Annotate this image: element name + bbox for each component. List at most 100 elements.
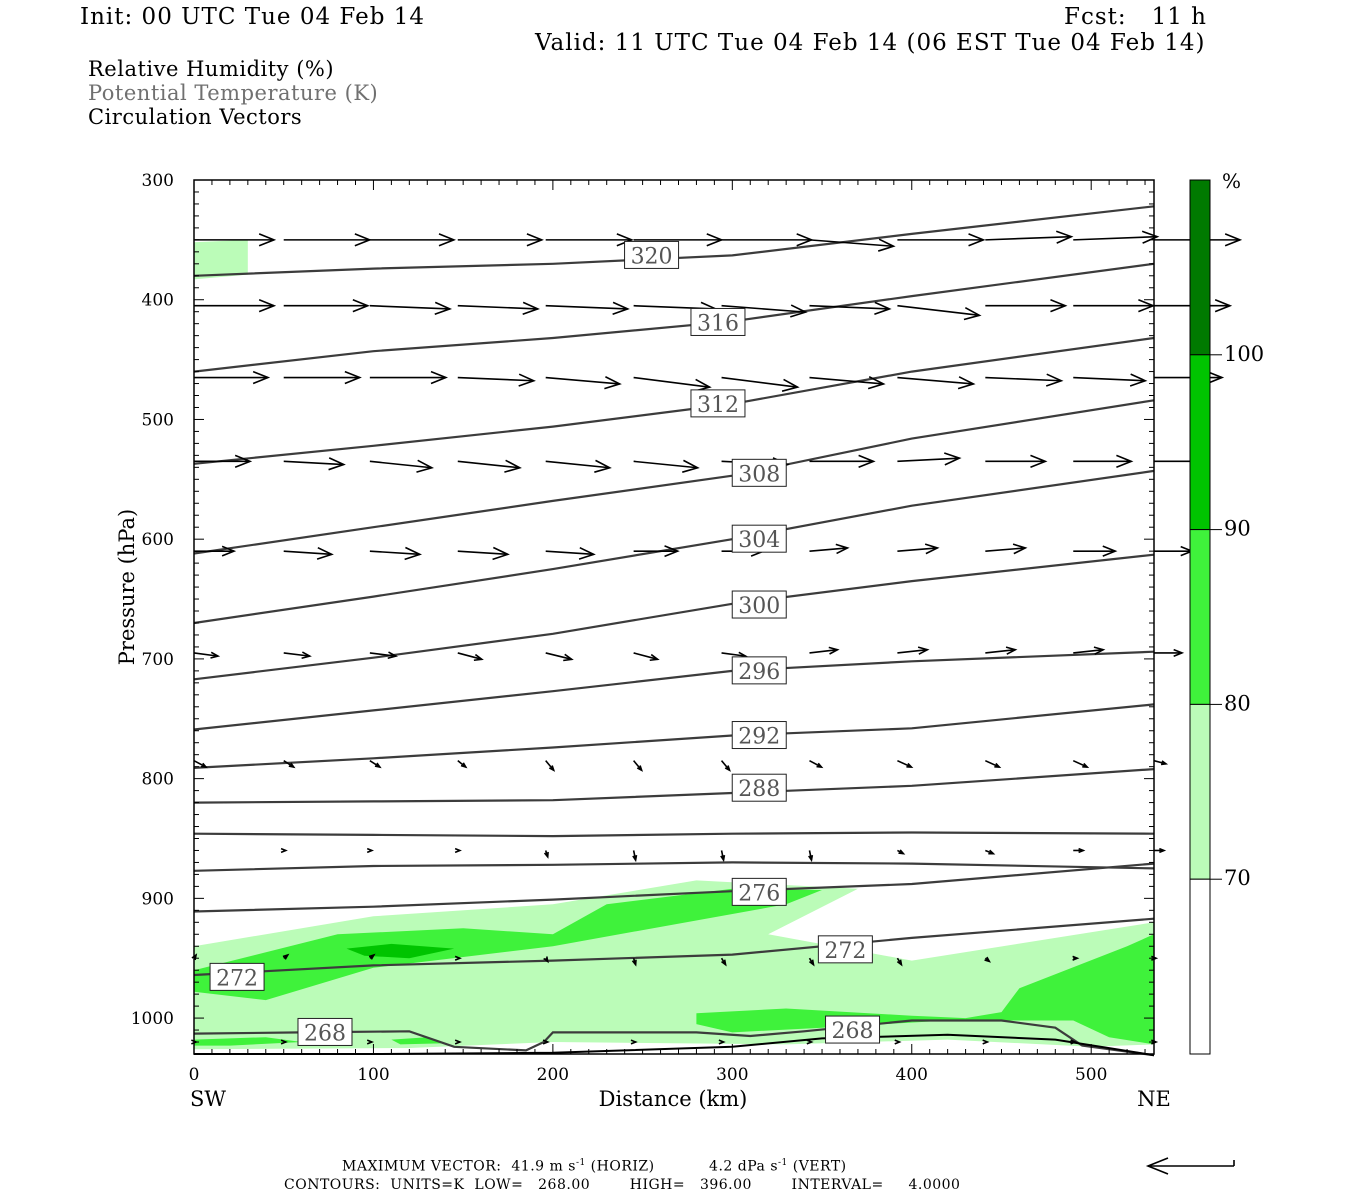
theta-contour-288 — [193, 768, 1155, 804]
wind-vector-shaft — [283, 460, 344, 466]
wind-vector — [1073, 646, 1106, 655]
wind-vector — [457, 760, 468, 769]
wind-vector-head — [957, 376, 976, 390]
wind-vector — [1153, 759, 1169, 766]
contour-label-292: 292 — [731, 721, 787, 750]
wind-vector-head — [917, 646, 930, 655]
wind-vector — [897, 376, 976, 390]
wind-vector — [194, 233, 277, 247]
wind-vector-head — [366, 847, 375, 854]
wind-vector-head — [1159, 847, 1167, 854]
wind-vector-shaft — [809, 304, 890, 310]
wind-vector-head — [252, 370, 271, 385]
wind-vector — [985, 454, 1048, 469]
contour-label-272-box — [817, 935, 873, 964]
wind-vector-head — [1129, 373, 1148, 387]
y-tick-label: 400 — [142, 291, 174, 311]
max-vector-vert-tag: (VERT) — [792, 1158, 847, 1175]
wind-vector-shaft — [721, 652, 746, 657]
colorbar: 70 80 90 100% — [1189, 169, 1264, 1055]
wind-vector — [809, 646, 840, 655]
wind-vector — [1154, 847, 1167, 854]
wind-vector — [545, 459, 612, 473]
y-tick-label: 500 — [142, 410, 174, 430]
wind-vector-head — [612, 301, 630, 316]
wind-vector-head — [790, 304, 808, 318]
wind-vector — [720, 760, 731, 772]
x-axis-title: Distance (km) — [599, 1087, 748, 1111]
wind-vector — [283, 759, 296, 769]
contour-label-304: 304 — [731, 524, 787, 553]
wind-vector-head — [404, 546, 423, 561]
wind-vector-head — [631, 959, 637, 967]
wind-vector — [1154, 648, 1185, 657]
max-vector-line: MAXIMUM VECTOR: 41.9 m s-1 (HORIZ) 4.2 d… — [342, 1158, 847, 1175]
contour-label-292-box — [731, 721, 787, 750]
wind-vector-head — [1206, 370, 1225, 385]
contour-label-layer: 320 316 312 308 304 300 296 292 288 276 272 268 272 2… — [209, 240, 881, 1046]
wind-vector — [283, 651, 312, 660]
wind-vector-head — [258, 299, 277, 313]
wind-vector — [1073, 299, 1156, 313]
wind-vector-shaft — [1073, 376, 1146, 382]
wind-vector — [985, 373, 1064, 387]
wind-vector-head — [649, 653, 660, 662]
wind-vector-shaft — [545, 376, 620, 385]
wind-vector — [809, 454, 876, 469]
wind-vector — [897, 233, 986, 247]
wind-vector — [283, 546, 334, 560]
wind-vector — [720, 957, 727, 967]
wind-vector-head — [460, 762, 468, 769]
wind-vector-head — [374, 762, 382, 769]
theta-contour-308 — [193, 399, 1155, 555]
wind-vector — [545, 546, 596, 560]
wind-vector — [632, 850, 638, 863]
rh-region-4 — [194, 1037, 302, 1046]
legend-vectors: Circulation Vectors — [88, 105, 303, 129]
wind-vector-shaft — [897, 648, 928, 654]
wind-vector — [283, 457, 346, 471]
wind-vector-shaft — [633, 460, 698, 469]
wind-vector — [283, 370, 362, 385]
wind-vector — [368, 953, 376, 960]
wind-vector-head — [664, 545, 680, 558]
wind-vector-shaft — [809, 239, 894, 248]
wind-vector-head — [416, 459, 434, 473]
wind-vector — [545, 652, 574, 662]
wind-vector — [545, 301, 630, 316]
max-vector-label: MAXIMUM VECTOR: — [342, 1158, 502, 1175]
wind-vector-head — [1151, 955, 1159, 961]
wind-vector-head — [280, 1039, 288, 1045]
contour-label-extra-0-text: 272 — [216, 966, 258, 991]
wind-vector — [457, 301, 540, 316]
wind-vector-shaft — [897, 759, 912, 768]
contour-label-268-text: 268 — [832, 1019, 874, 1044]
wind-vector-head — [1141, 230, 1160, 244]
contour-label-extra-1: 268 — [297, 1017, 353, 1046]
wind-vector — [1072, 955, 1080, 961]
wind-vector — [1154, 370, 1225, 385]
wind-vector — [633, 652, 660, 662]
contour-label-304-text: 304 — [738, 528, 780, 553]
wind-vector-head — [1050, 299, 1068, 313]
wind-vector — [809, 543, 850, 555]
wind-vector-head — [604, 376, 622, 390]
wind-vector-head — [808, 959, 815, 967]
wind-vector-head — [344, 370, 362, 385]
wind-vector-head — [616, 233, 634, 247]
wind-vector-shaft — [721, 376, 798, 388]
x-tick-label: 400 — [896, 1065, 928, 1085]
contour-label-308: 308 — [731, 458, 787, 487]
wind-vector-head — [1078, 847, 1086, 854]
wind-vector-head — [874, 301, 892, 316]
wind-vector-shaft — [457, 304, 538, 310]
theta-contour-292 — [193, 703, 1155, 769]
contour-label-300-box — [731, 590, 787, 619]
wind-vector — [542, 1039, 550, 1045]
y-tick-label: 300 — [142, 171, 174, 191]
wind-vector — [630, 1039, 638, 1045]
wind-vector-shaft — [193, 652, 219, 657]
wind-vector-shaft — [897, 457, 960, 463]
wind-vector-shaft — [545, 652, 572, 661]
wind-vector — [720, 850, 726, 863]
